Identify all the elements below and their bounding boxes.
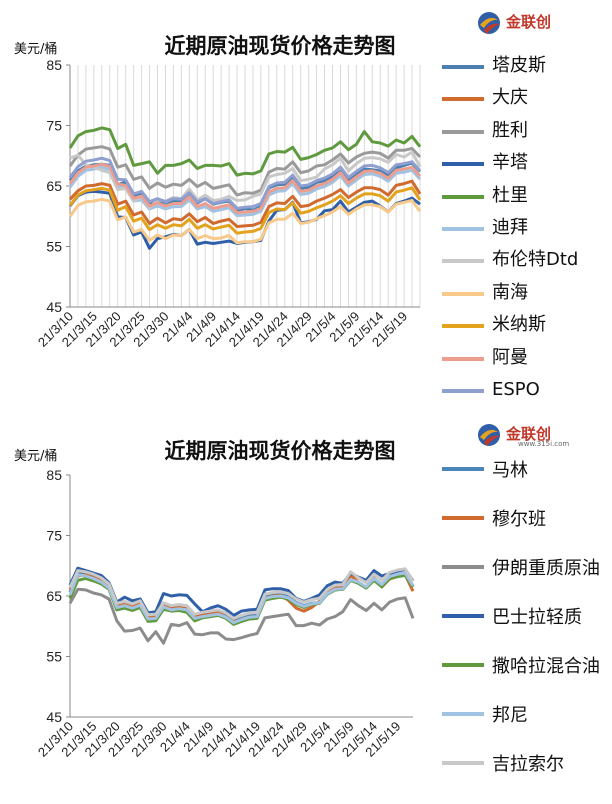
series-line: [68, 587, 415, 645]
legend-label: 邦尼: [492, 705, 528, 726]
legend-label: 巴士拉轻质: [492, 607, 582, 628]
legend-item: 吉拉索尔: [440, 750, 610, 775]
legend-label: 迪拜: [492, 217, 528, 238]
legend-swatch: [442, 565, 484, 569]
legend-swatch: [442, 663, 484, 667]
legend-swatch: [442, 194, 484, 199]
legend-item: 辛塔: [440, 151, 610, 175]
series-line: [68, 145, 422, 197]
legend-item: 迪拜: [440, 216, 610, 240]
series-line: [68, 162, 422, 215]
legend-item: 伊朗重质原油: [440, 554, 610, 579]
legend-label: 布伦特Dtd: [492, 249, 579, 271]
legend-label: 胜利: [492, 119, 528, 141]
y-tick-label: 65: [46, 588, 62, 604]
legend-label: 南海: [492, 281, 528, 303]
y-tick-label: 45: [46, 299, 62, 315]
series-line: [68, 156, 422, 210]
series-line: [68, 126, 422, 177]
logo-swirl-icon: [478, 424, 500, 446]
legend-label: ESPO: [492, 379, 540, 400]
y-tick-label: 55: [46, 239, 62, 255]
legend-label: 大庆: [492, 87, 528, 109]
y-axis-unit: 美元/桶: [14, 42, 58, 57]
y-tick-label: 55: [46, 649, 62, 665]
legend-swatch: [442, 291, 484, 296]
y-tick-label: 85: [46, 57, 62, 73]
legend-item: 布伦特Dtd: [440, 248, 610, 272]
legend-swatch: [442, 761, 484, 765]
line-chart-1: 857565554521/3/1021/3/1521/3/2021/3/2521…: [35, 57, 422, 350]
legend-swatch: [442, 162, 484, 167]
legend-item: 阿曼: [440, 346, 610, 370]
chart-title: 近期原油现货价格走势图: [164, 34, 396, 58]
legend-item: 邦尼: [440, 701, 610, 726]
y-tick-label: 45: [46, 709, 62, 725]
series-line: [68, 197, 422, 245]
legend-swatch: [442, 389, 484, 393]
legend-swatch: [442, 97, 484, 102]
legend-swatch: [442, 227, 484, 231]
series-line: [69, 150, 422, 210]
series-line: [68, 186, 422, 235]
brand-logo: 金联创 www.315i.com: [476, 420, 584, 450]
legend-swatch: [442, 65, 484, 69]
y-tick-label: 65: [46, 178, 62, 194]
legend-item: 马林: [440, 456, 610, 481]
legend-item: 胜利: [440, 119, 610, 143]
legend-label: 杜里: [492, 184, 528, 206]
series-line: [68, 567, 415, 620]
legend-label: 米纳斯: [492, 314, 546, 336]
legend-item: 穆尔班: [440, 505, 610, 530]
logo-text: 金联创: [506, 13, 552, 31]
legend-label: 撒哈拉混合油: [492, 656, 600, 677]
legend-swatch: [442, 712, 484, 716]
legend-swatch: [442, 614, 484, 618]
legend-item: ESPO: [440, 378, 610, 402]
chart-panel-2: 近期原油现货价格走势图 美元/桶 金联创 www.315i.com 85 75 65…: [0, 402, 612, 804]
legend-label: 马林: [492, 460, 528, 481]
series-line: [68, 571, 415, 625]
y-tick-label: 75: [46, 118, 62, 134]
series-line: [68, 179, 422, 228]
y-tick-label: 85: [46, 467, 62, 483]
legend-item: 南海: [440, 281, 610, 305]
legend-item: 塔皮斯: [440, 54, 610, 78]
legend-swatch: [442, 356, 484, 361]
legend-swatch: [442, 324, 484, 329]
legend-item: 米纳斯: [440, 313, 610, 337]
legend-label: 塔皮斯: [492, 55, 546, 76]
legend-label: 吉拉索尔: [492, 754, 564, 775]
logo-subtext: www.315i.com: [518, 440, 570, 448]
legend-label: 阿曼: [492, 346, 528, 368]
legend-swatch: [442, 259, 484, 264]
y-tick-label: 75: [46, 528, 62, 544]
brand-logo: 金联创: [476, 8, 584, 38]
legend-label: 穆尔班: [492, 509, 546, 530]
legend-label: 辛塔: [492, 152, 528, 174]
legend-item: 杜里: [440, 184, 610, 208]
legend-swatch: [442, 129, 484, 134]
logo-text: 金联创: [506, 425, 552, 443]
legend-item: 大庆: [440, 86, 610, 110]
legend-item: 撒哈拉混合油: [440, 652, 610, 677]
chart-title: 近期原油现货价格走势图: [164, 439, 396, 463]
y-axis-unit: 美元/桶: [14, 449, 58, 464]
chart-panel-1: 近期原油现货价格走势图 美元/桶 金联创 85 75 65 55 45 21/3/10 21…: [14, 8, 610, 402]
logo-swirl-icon: [478, 12, 500, 34]
line-chart-2: 857565554521/3/1021/3/1521/3/2021/3/2521…: [35, 467, 415, 760]
legend-item: 巴士拉轻质: [440, 603, 610, 628]
legend-label: 伊朗重质原油: [492, 558, 600, 579]
legend-swatch: [442, 467, 484, 471]
legend-swatch: [442, 516, 484, 520]
